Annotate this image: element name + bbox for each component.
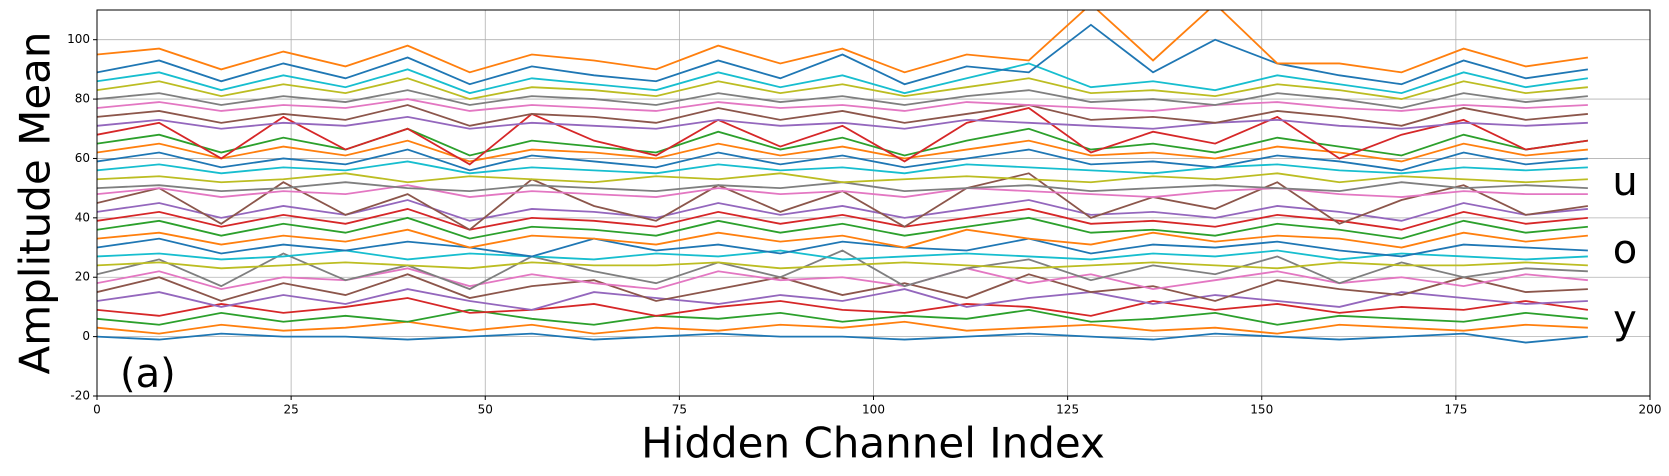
series-line: [97, 77, 1588, 101]
series-line: [97, 261, 1588, 270]
series-line: [97, 249, 1588, 291]
x-tick-label: 175: [1444, 403, 1467, 417]
series-line: [97, 249, 1588, 261]
y-tick-label: 40: [75, 210, 90, 224]
x-tick-label: 200: [1639, 403, 1662, 417]
x-tick-label: 75: [672, 403, 687, 417]
series-line: [97, 288, 1588, 311]
series-line: [97, 297, 1589, 317]
annotation: y: [1613, 297, 1637, 343]
x-tick-label: 50: [478, 403, 493, 417]
y-axis-label: Amplitude Mean: [11, 31, 60, 374]
y-tick-label: 60: [75, 151, 90, 165]
series-line: [97, 332, 1588, 344]
y-tick-label: 80: [75, 92, 90, 106]
series-line: [97, 107, 1589, 166]
series-line: [97, 115, 1588, 130]
series-line: [97, 160, 1588, 175]
series-line: [97, 10, 1589, 74]
series-line: [97, 148, 1588, 172]
series-line: [97, 320, 1588, 335]
y-tick-label: 20: [75, 270, 90, 284]
x-tick-label: 25: [283, 403, 298, 417]
annotation: o: [1613, 227, 1637, 273]
series-line: [97, 267, 1588, 291]
series-line: [97, 308, 1588, 326]
series-line: [97, 237, 1588, 258]
x-tick-label: 150: [1250, 403, 1273, 417]
panel-label: (a): [120, 351, 176, 397]
x-axis-label: Hidden Channel Index: [641, 419, 1105, 468]
x-tick-label: 125: [1056, 403, 1079, 417]
series-line: [97, 172, 1588, 184]
series-line: [97, 62, 1589, 95]
series-line: [97, 139, 1588, 163]
plot-lines: [97, 10, 1589, 344]
x-tick-label: 0: [93, 403, 101, 417]
y-tick-label: 100: [67, 32, 90, 46]
series-line: [97, 104, 1588, 127]
series-line: [97, 273, 1588, 302]
series-line: [97, 184, 1588, 198]
series-line: [97, 216, 1588, 240]
annotation: u: [1612, 159, 1637, 205]
series-line: [97, 208, 1588, 231]
series-line: [97, 89, 1588, 109]
y-tick-label: -20: [70, 389, 90, 403]
series-line: [97, 181, 1588, 193]
x-tick-label: 100: [862, 403, 885, 417]
series-line: [97, 228, 1588, 249]
y-tick-label: 0: [82, 329, 90, 343]
series-line: [97, 23, 1589, 86]
series-line: [97, 98, 1588, 112]
